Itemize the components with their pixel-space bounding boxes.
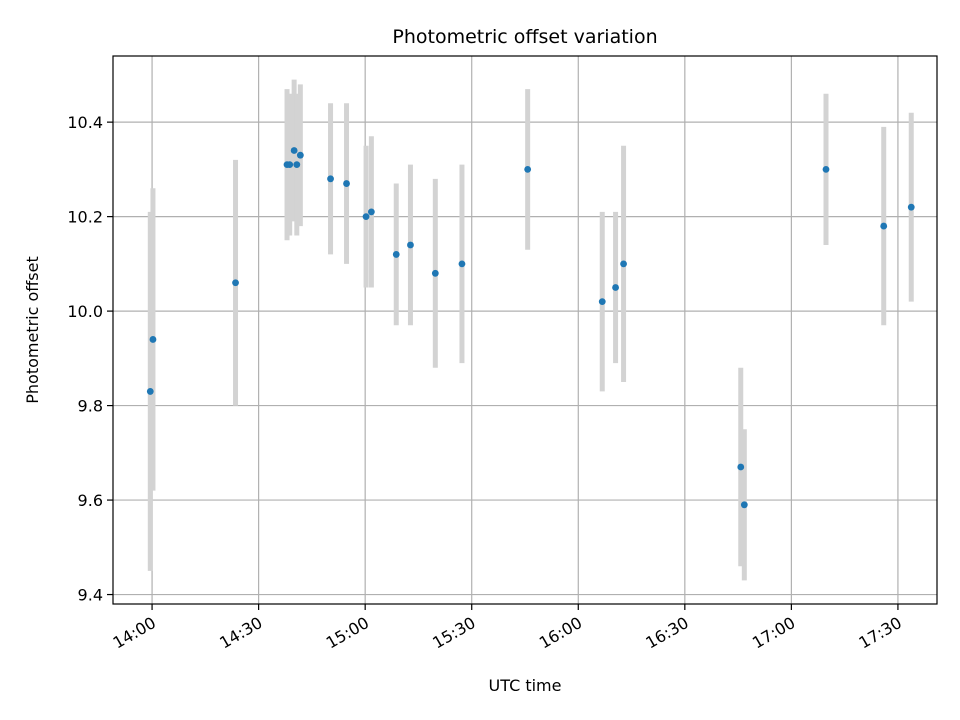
data-point [286,161,294,169]
data-point [822,165,830,173]
y-tick-label: 10.4 [67,113,103,132]
data-point [907,203,915,211]
data-point [232,279,239,287]
data-point [367,208,375,216]
data-point [407,241,414,249]
data-point [620,260,627,268]
y-tick-label: 9.6 [78,491,103,510]
data-points [146,147,915,509]
data-point [612,284,619,291]
data-point [327,175,334,183]
grid [113,56,937,604]
data-point [362,213,370,221]
y-tick-label: 10.0 [67,302,103,321]
data-point [880,222,888,230]
chart-title: Photometric offset variation [392,26,657,48]
data-point [343,180,350,187]
y-tick-label: 9.4 [78,586,103,605]
data-point [740,501,748,509]
data-point [290,147,298,154]
data-point [458,260,466,268]
data-point [392,251,400,258]
data-point [431,269,439,277]
data-point [146,388,154,395]
x-axis-label: UTC time [489,676,562,695]
data-point [524,165,532,173]
y-tick-label: 9.8 [78,397,103,416]
data-point [293,161,301,169]
data-point [737,463,745,471]
y-axis-label: Photometric offset [23,256,42,404]
data-point [149,336,157,343]
plot-frame [112,55,938,605]
data-point [296,151,304,159]
y-axis-ticks: 9.4 9.6 9.8 10.0 10.2 10.4 [67,113,113,605]
data-point [598,298,606,306]
y-tick-label: 10.2 [67,208,103,227]
